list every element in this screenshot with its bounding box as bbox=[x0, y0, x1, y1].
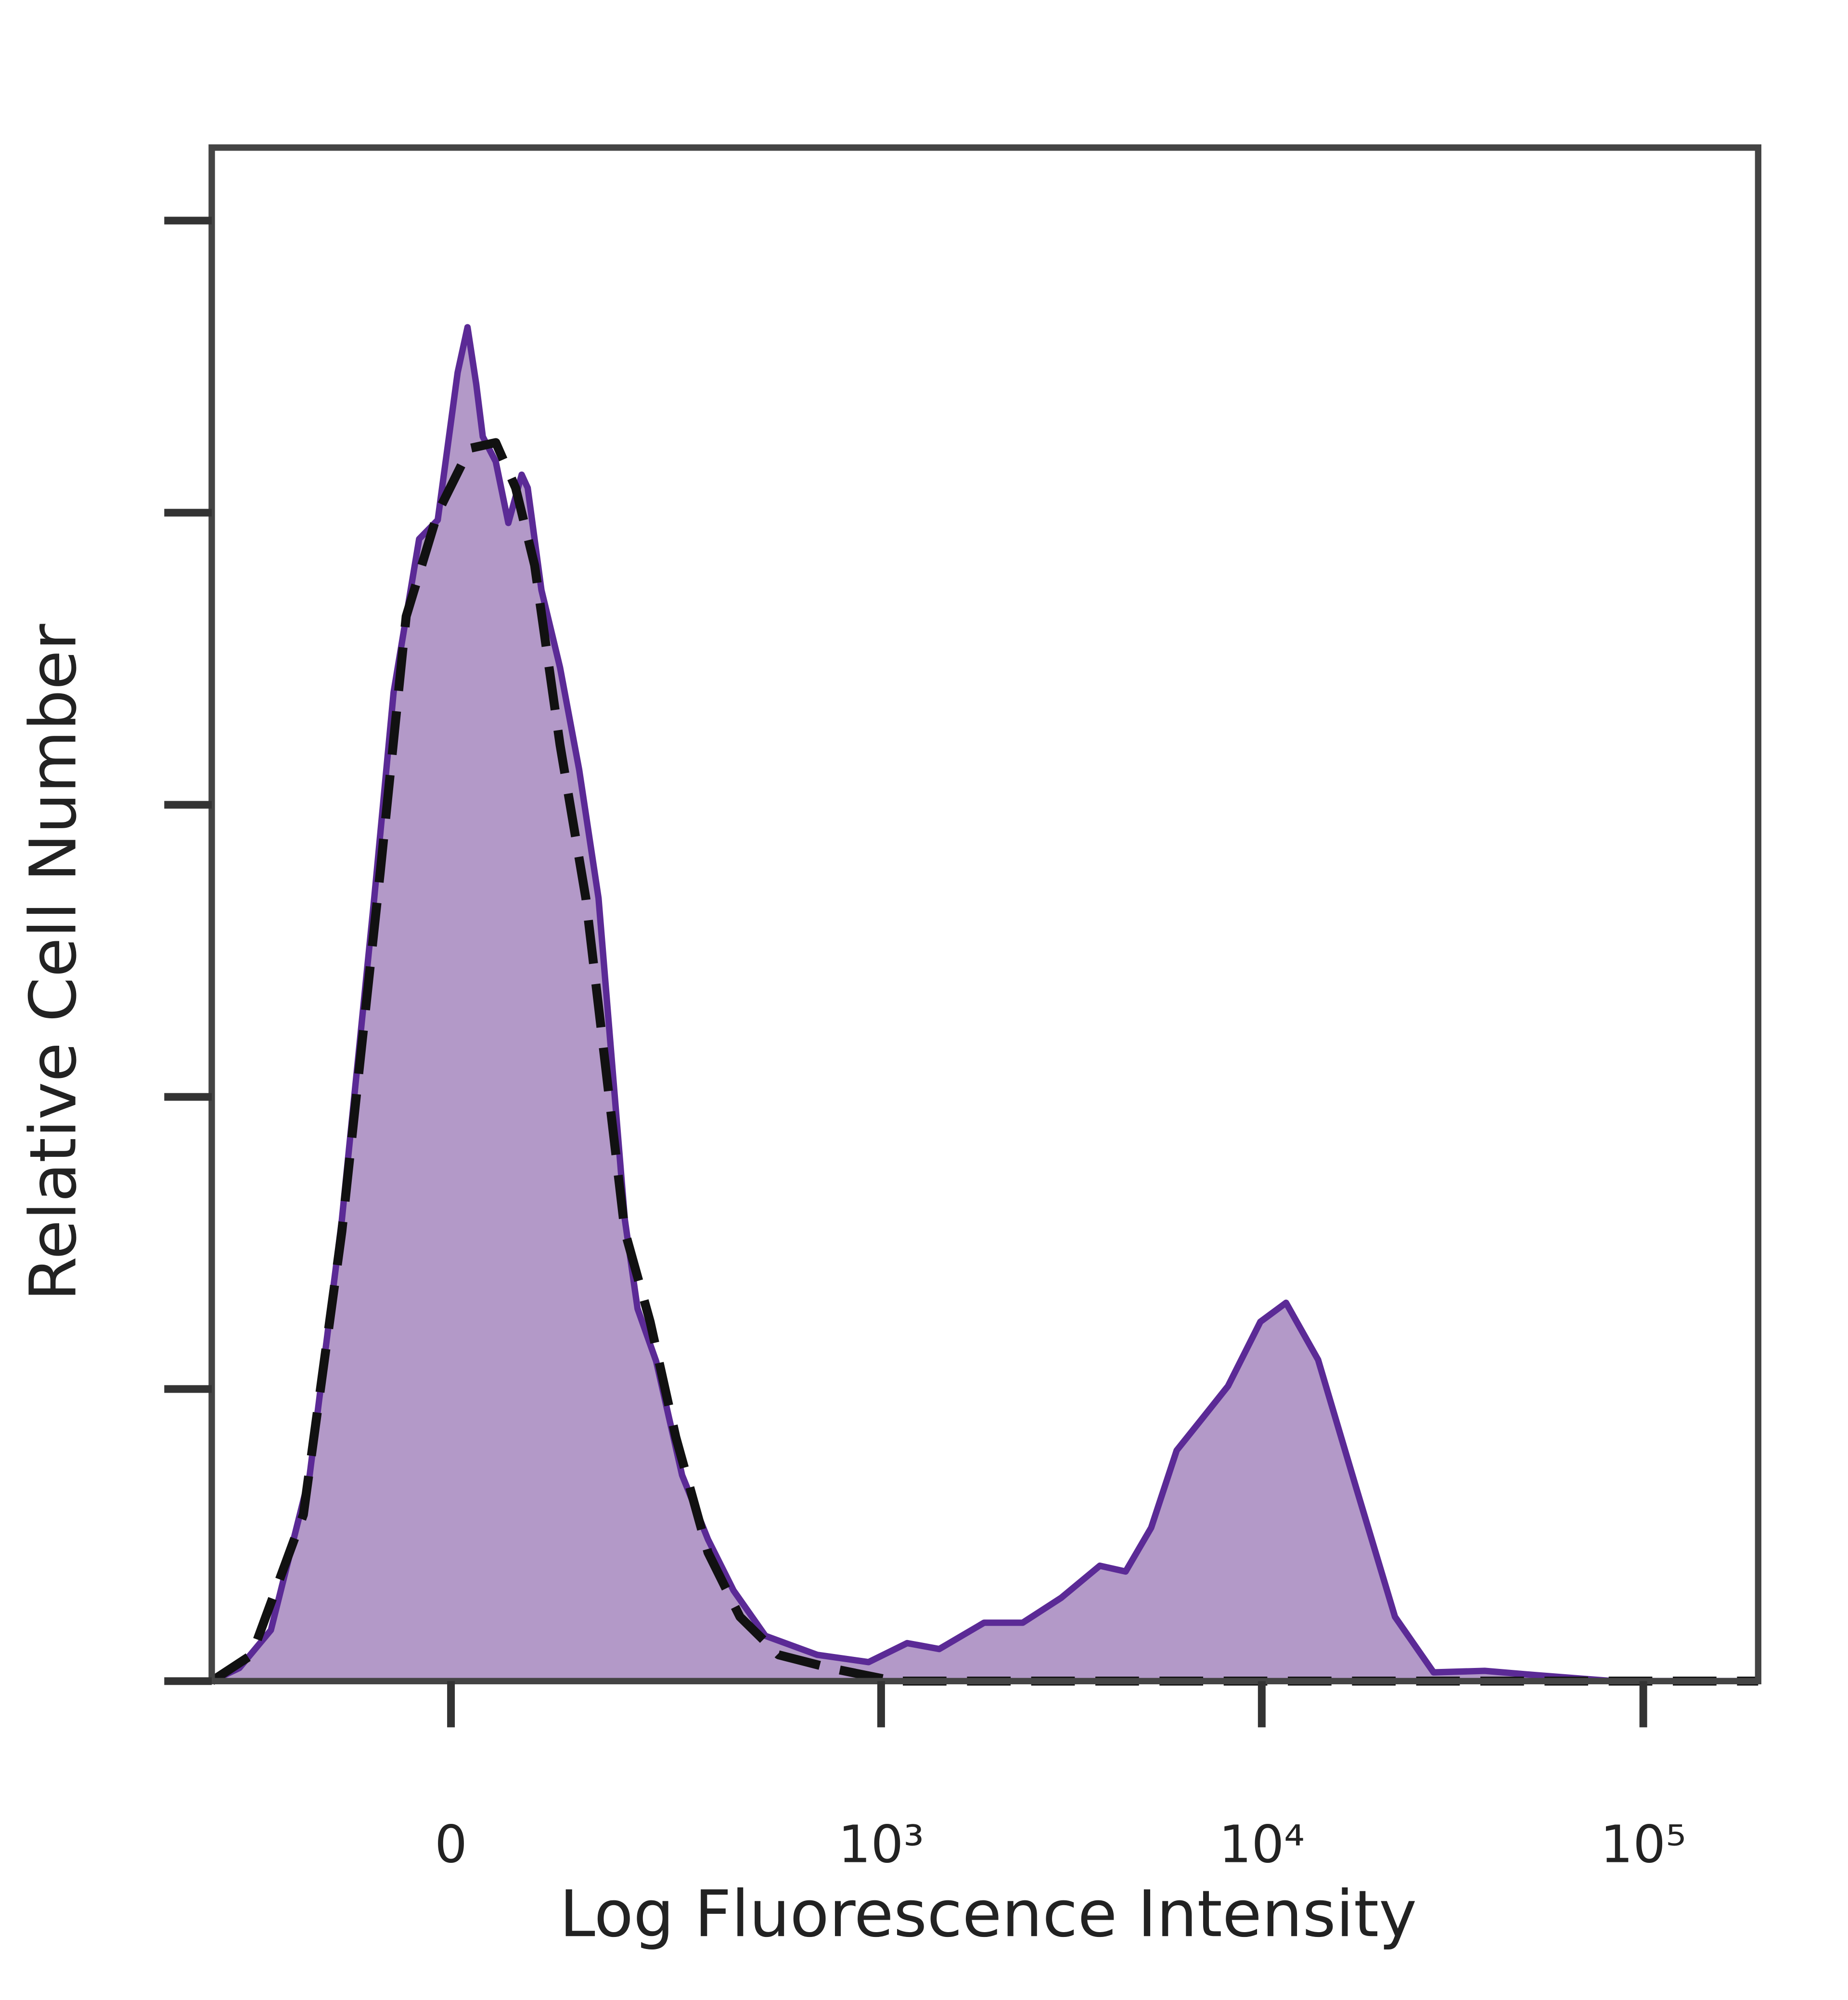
x-tick-label: 10⁵ bbox=[1600, 1815, 1686, 1874]
area-fill bbox=[212, 327, 1758, 1681]
line bbox=[210, 324, 1758, 1684]
x-tick-label: 10⁴ bbox=[1219, 1815, 1305, 1874]
plot-frame bbox=[208, 144, 1761, 1684]
dashed-line bbox=[209, 438, 1758, 1686]
x-tick-label: 0 bbox=[435, 1815, 467, 1874]
x-axis-title: Log Fluorescence Intensity bbox=[560, 1877, 1417, 1951]
x-tick-label: 10³ bbox=[838, 1815, 924, 1874]
y-axis-title: Relative Cell Number bbox=[16, 624, 91, 1301]
